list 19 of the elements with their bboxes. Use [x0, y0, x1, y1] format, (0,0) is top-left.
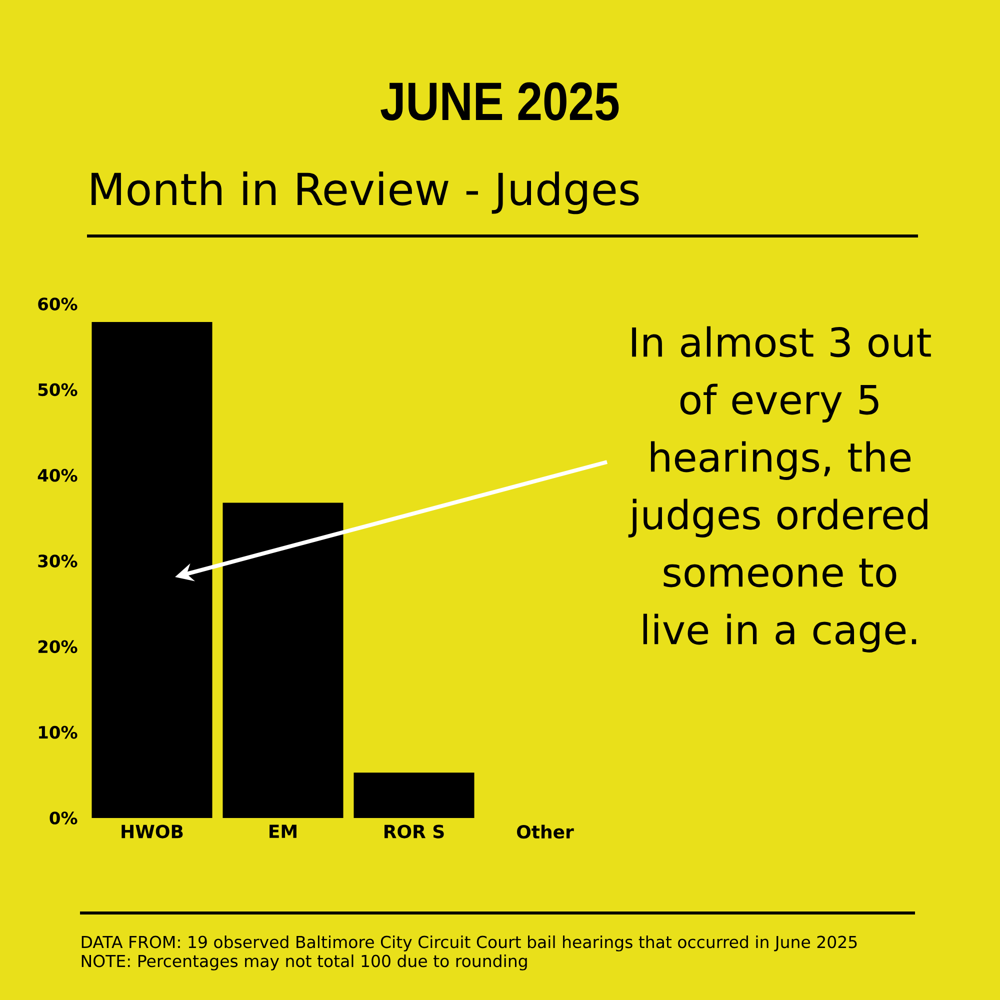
bar	[354, 772, 474, 818]
chart-title: JUNE 2025	[380, 82, 619, 121]
y-tick-label: 30%	[38, 554, 78, 568]
chart-subtitle: Month in Review - Judges	[92, 172, 639, 214]
x-tick-label: HWOB	[122, 824, 183, 838]
y-tick-label: 20%	[38, 640, 78, 654]
x-tick-label: ROR S	[384, 824, 444, 838]
bar	[92, 322, 212, 818]
text: NOTE: Percentages may not total 100 due to rounding	[82, 954, 527, 970]
bar	[222, 502, 344, 818]
y-tick-label: 40%	[38, 468, 78, 482]
text: In almost 3 out of every 5 hearings, the judges ordered someone to live in a cage.	[628, 326, 931, 652]
y-tick-label: 10%	[39, 726, 78, 739]
x-tick-label: EM	[270, 824, 296, 838]
text: DATA FROM: 19 observed Baltimore City Circuit Court bail hearings that occurred in June 2025	[82, 935, 857, 952]
y-tick-label: 0%	[50, 812, 78, 824]
y-tick-label: 50%	[38, 383, 78, 396]
x-tick-label: Other	[517, 824, 574, 839]
y-tick-label: 60%	[38, 298, 78, 310]
